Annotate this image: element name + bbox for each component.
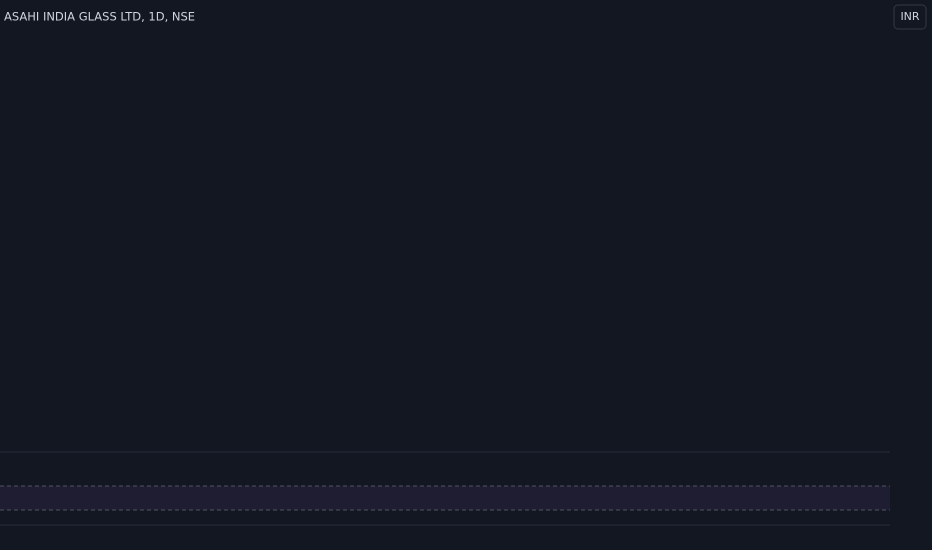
currency-button[interactable]: [893, 4, 927, 30]
currency-label[interactable]: INR: [900, 10, 919, 23]
chart-title: ASAHI INDIA GLASS LTD, 1D, NSE: [4, 10, 195, 24]
rsi-band: [0, 486, 890, 510]
